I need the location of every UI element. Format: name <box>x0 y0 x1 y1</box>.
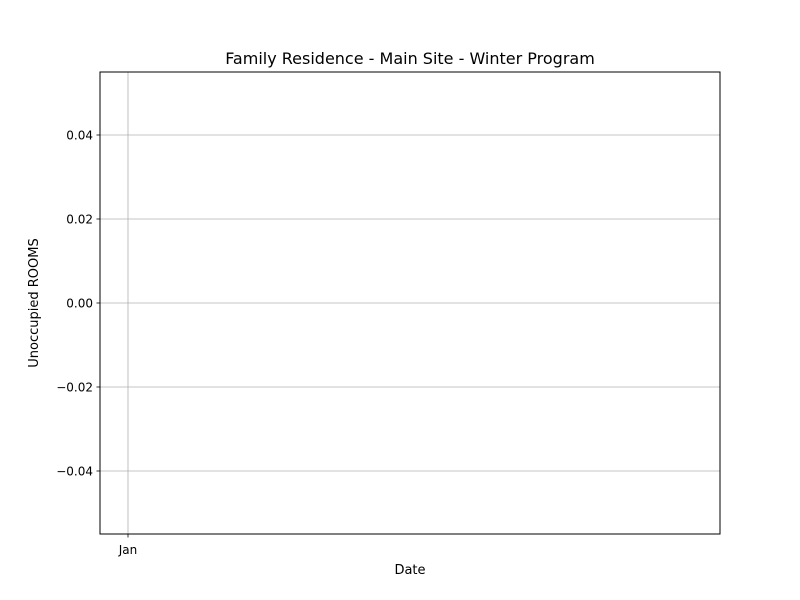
y-tick-label: 0.00 <box>66 297 93 311</box>
x-axis-label: Date <box>394 563 425 578</box>
y-tick-label: 0.02 <box>66 213 93 227</box>
chart-title: Family Residence - Main Site - Winter Pr… <box>225 49 595 68</box>
y-tick-label: −0.04 <box>56 465 93 479</box>
y-axis-label: Unoccupied ROOMS <box>27 238 42 367</box>
y-tick-label: −0.02 <box>56 381 93 395</box>
grid-lines <box>100 72 720 534</box>
x-tick-label: Jan <box>118 543 138 557</box>
x-axis-ticks: Jan <box>118 534 138 557</box>
y-tick-label: 0.04 <box>66 129 93 143</box>
y-axis-ticks: 0.04 0.02 0.00 −0.02 −0.04 <box>56 129 100 479</box>
